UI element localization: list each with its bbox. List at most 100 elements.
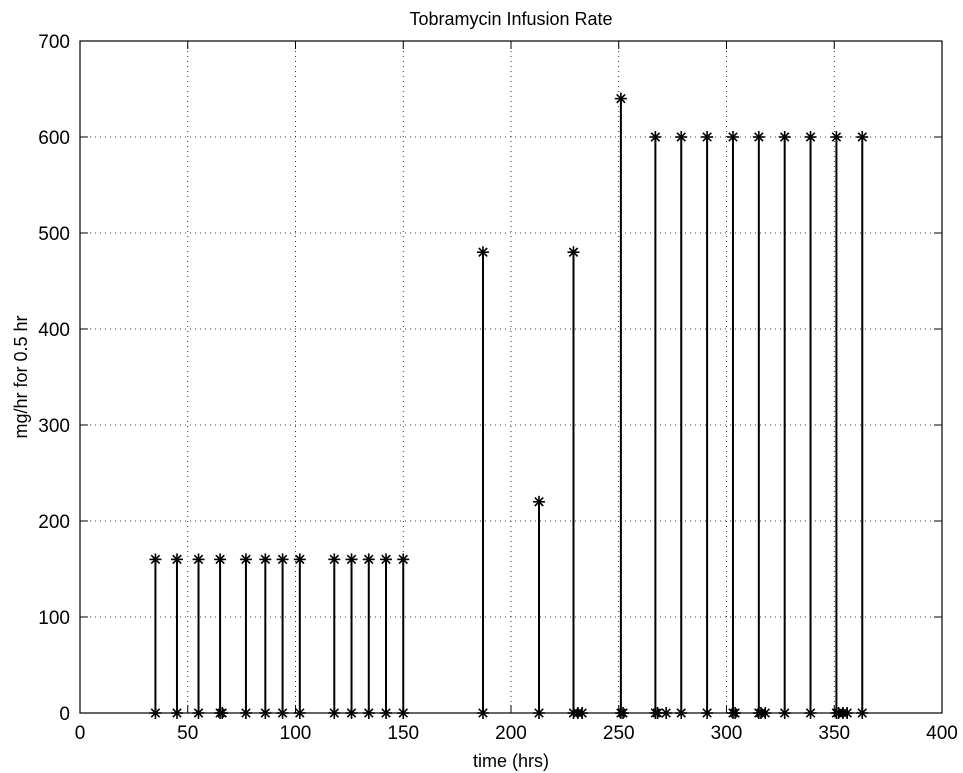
data-point-marker	[362, 553, 375, 566]
x-tick-label: 300	[711, 723, 743, 744]
marker-stroke	[364, 708, 374, 718]
data-point-marker	[276, 553, 289, 566]
zero-point-marker	[729, 707, 742, 719]
zero-point-marker	[856, 707, 869, 719]
zero-point-marker	[276, 707, 289, 719]
marker-stroke	[217, 708, 227, 718]
marker-stroke	[805, 708, 816, 718]
zero-point-marker	[804, 707, 817, 719]
data-point-marker	[778, 131, 791, 143]
marker-stroke	[241, 708, 251, 718]
marker-stroke	[730, 708, 740, 718]
y-tick-label: 500	[38, 224, 70, 245]
x-tick-label: 200	[495, 723, 527, 744]
data-point-marker	[214, 553, 227, 566]
x-tick-label: 100	[280, 723, 312, 744]
marker-stroke	[215, 554, 225, 565]
marker-stroke	[277, 708, 288, 718]
data-point-marker	[533, 495, 546, 508]
zero-point-marker	[149, 707, 162, 719]
zero-point-marker	[476, 707, 489, 719]
zero-point-marker	[533, 707, 546, 719]
marker-stroke	[364, 554, 374, 565]
zero-point-marker	[170, 707, 183, 719]
x-tick-label: 50	[177, 723, 198, 744]
marker-stroke	[172, 554, 182, 565]
y-axis-label: mg/hr for 0.5 hr	[11, 315, 31, 438]
marker-stroke	[193, 554, 204, 565]
marker-stroke	[779, 708, 790, 718]
y-tick-label: 300	[38, 416, 70, 437]
marker-stroke	[478, 708, 488, 718]
data-point-marker	[259, 553, 272, 566]
marker-stroke	[534, 497, 544, 507]
zero-point-marker	[701, 707, 714, 719]
data-point-marker	[476, 246, 489, 259]
marker-stroke	[728, 132, 738, 142]
marker-stroke	[650, 132, 661, 142]
data-point-marker	[830, 131, 843, 143]
x-tick-label: 400	[926, 723, 958, 744]
marker-stroke	[241, 554, 251, 565]
data-point-marker	[726, 131, 739, 143]
marker-stroke	[857, 708, 868, 718]
x-tick-label: 150	[387, 723, 419, 744]
zero-point-marker	[660, 707, 673, 719]
data-point-marker	[293, 553, 306, 566]
x-tick-label: 250	[603, 723, 635, 744]
marker-stroke	[702, 708, 712, 718]
data-point-marker	[649, 131, 662, 143]
marker-stroke	[260, 554, 271, 565]
zero-point-marker	[576, 707, 589, 719]
zero-point-marker	[397, 707, 410, 719]
zero-point-marker	[778, 707, 791, 719]
zero-point-marker	[617, 707, 630, 719]
marker-stroke	[329, 708, 340, 718]
marker-stroke	[652, 708, 663, 718]
marker-stroke	[277, 554, 288, 565]
marker-stroke	[779, 132, 790, 142]
marker-stroke	[478, 247, 488, 257]
marker-stroke	[661, 708, 671, 718]
x-tick-label: 0	[75, 723, 86, 744]
data-point-marker	[701, 131, 714, 143]
marker-stroke	[398, 708, 409, 718]
zero-point-marker	[216, 707, 229, 719]
data-point-marker	[752, 131, 765, 143]
marker-stroke	[616, 93, 626, 104]
data-point-marker	[170, 553, 183, 566]
marker-stroke	[346, 708, 357, 718]
x-tick-label: 350	[818, 723, 850, 744]
marker-stroke	[150, 554, 161, 565]
grid	[80, 41, 942, 713]
marker-stroke	[150, 708, 161, 718]
zero-point-marker	[675, 707, 688, 719]
zero-point-marker	[239, 707, 252, 719]
marker-stroke	[568, 247, 579, 257]
marker-stroke	[702, 132, 712, 142]
zero-point-marker	[345, 707, 358, 719]
data-point-marker	[614, 92, 627, 105]
marker-stroke	[329, 554, 340, 565]
marker-stroke	[295, 708, 305, 718]
marker-stroke	[805, 132, 816, 142]
y-tick-label: 100	[38, 608, 70, 629]
zero-point-marker	[192, 707, 205, 719]
marker-stroke	[398, 554, 409, 565]
marker-stroke	[381, 708, 391, 718]
data-point-marker	[567, 246, 580, 259]
zero-point-marker	[259, 707, 272, 719]
stems	[154, 98, 864, 713]
marker-stroke	[618, 708, 628, 718]
y-tick-label: 200	[38, 512, 70, 533]
data-point-marker	[856, 131, 869, 143]
zero-point-marker	[380, 707, 393, 719]
data-point-marker	[192, 553, 205, 566]
marker-stroke	[754, 132, 764, 142]
data-point-marker	[804, 131, 817, 143]
marker-stroke	[842, 708, 852, 718]
data-point-marker	[397, 553, 410, 566]
y-tick-label: 600	[38, 128, 70, 149]
zero-point-marker	[362, 707, 375, 719]
